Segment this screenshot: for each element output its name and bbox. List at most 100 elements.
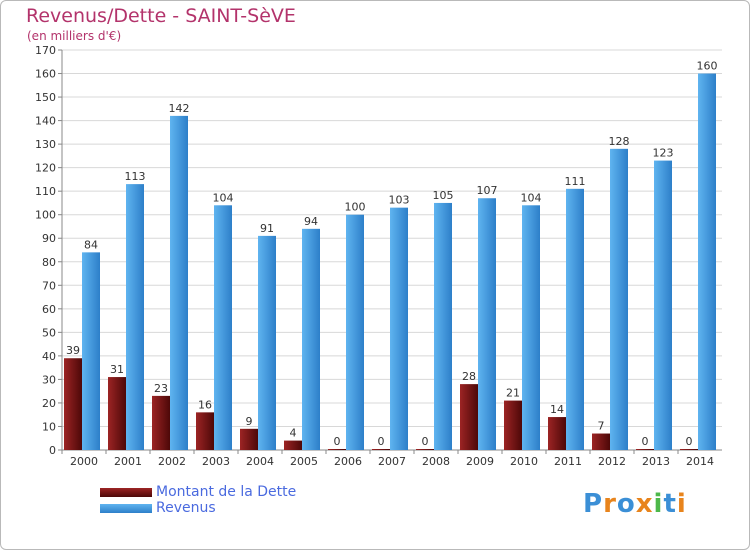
x-tick-label: 2001: [114, 455, 142, 468]
proxiti-logo: Proxiti: [583, 489, 687, 519]
y-tick-label: 0: [49, 444, 56, 457]
data-label-debt: 16: [198, 398, 212, 411]
bar-debt: [328, 449, 346, 450]
bar-revenue: [566, 188, 584, 450]
data-label-debt: 0: [642, 435, 649, 448]
x-tick-label: 2005: [290, 455, 318, 468]
data-label-revenue: 107: [477, 184, 498, 197]
bar-debt: [416, 449, 434, 450]
data-label-revenue: 104: [521, 191, 542, 204]
data-label-revenue: 105: [433, 189, 454, 202]
data-label-revenue: 104: [213, 191, 234, 204]
bar-debt: [504, 400, 522, 450]
data-label-revenue: 100: [345, 201, 366, 214]
bar-revenue: [302, 228, 320, 450]
bar-revenue: [390, 207, 408, 450]
data-label-debt: 14: [550, 403, 564, 416]
data-label-revenue: 142: [169, 102, 190, 115]
x-tick-label: 2014: [686, 455, 714, 468]
data-label-debt: 21: [506, 387, 520, 400]
x-tick-label: 2010: [510, 455, 538, 468]
data-label-debt: 39: [66, 344, 80, 357]
x-tick-label: 2013: [642, 455, 670, 468]
data-label-revenue: 84: [84, 238, 98, 251]
bar-debt: [592, 433, 610, 450]
data-label-revenue: 111: [565, 175, 586, 188]
logo-letter: i: [676, 489, 687, 519]
logo-letter: t: [663, 489, 677, 519]
bar-revenue: [654, 160, 672, 450]
bar-revenue: [478, 198, 496, 450]
x-tick-label: 2011: [554, 455, 582, 468]
legend-swatch-debt: [100, 488, 152, 497]
bar-revenue: [346, 214, 364, 450]
y-tick-label: 150: [35, 91, 56, 104]
bar-revenue: [434, 202, 452, 450]
y-tick-label: 170: [35, 44, 56, 57]
y-tick-label: 20: [42, 397, 56, 410]
bar-debt: [548, 417, 566, 450]
data-label-debt: 0: [378, 435, 385, 448]
data-label-revenue: 94: [304, 215, 318, 228]
y-tick-label: 80: [42, 256, 56, 269]
logo-letter: r: [603, 489, 617, 519]
bar-revenue: [522, 205, 540, 450]
bar-debt: [636, 449, 654, 450]
logo-letter: P: [583, 489, 604, 519]
bar-revenue: [610, 148, 628, 450]
data-label-debt: 28: [462, 370, 476, 383]
y-tick-label: 100: [35, 209, 56, 222]
data-label-debt: 0: [686, 435, 693, 448]
data-label-debt: 9: [246, 415, 253, 428]
bar-debt: [152, 395, 170, 450]
data-label-debt: 31: [110, 363, 124, 376]
x-tick-label: 2012: [598, 455, 626, 468]
data-label-revenue: 123: [653, 147, 674, 160]
x-tick-label: 2007: [378, 455, 406, 468]
legend-label-debt: Montant de la Dette: [156, 484, 297, 500]
y-tick-label: 160: [35, 68, 56, 81]
y-tick-label: 40: [42, 350, 56, 363]
legend-swatch-revenue: [100, 504, 152, 513]
y-tick-label: 140: [35, 115, 56, 128]
data-label-debt: 7: [598, 420, 605, 433]
bar-revenue: [258, 235, 276, 450]
y-tick-label: 50: [42, 326, 56, 339]
y-tick-label: 120: [35, 162, 56, 175]
bar-debt: [460, 384, 478, 450]
x-tick-label: 2008: [422, 455, 450, 468]
data-label-debt: 23: [154, 382, 168, 395]
bar-debt: [108, 377, 126, 450]
logo-letter: i: [653, 489, 664, 519]
bar-debt: [284, 440, 302, 450]
chart-subtitle: (en milliers d'€): [27, 29, 122, 43]
bar-debt: [64, 358, 82, 450]
y-tick-label: 90: [42, 232, 56, 245]
x-tick-label: 2006: [334, 455, 362, 468]
data-label-debt: 0: [422, 435, 429, 448]
data-label-revenue: 91: [260, 222, 274, 235]
x-tick-label: 2002: [158, 455, 186, 468]
bar-debt: [680, 449, 698, 450]
bar-revenue: [698, 73, 716, 450]
chart-title: Revenus/Dette - SAINT-SèVE: [26, 5, 296, 27]
data-label-revenue: 128: [609, 135, 630, 148]
bar-revenue: [214, 205, 232, 450]
bar-debt: [372, 449, 390, 450]
data-label-revenue: 160: [697, 60, 718, 73]
data-label-debt: 4: [290, 427, 297, 440]
bar-revenue: [126, 184, 144, 450]
logo-letter: o: [616, 489, 636, 519]
x-tick-label: 2009: [466, 455, 494, 468]
y-tick-label: 70: [42, 279, 56, 292]
data-label-revenue: 113: [125, 170, 146, 183]
y-tick-label: 60: [42, 303, 56, 316]
data-label-revenue: 103: [389, 194, 410, 207]
y-tick-label: 130: [35, 138, 56, 151]
y-tick-label: 30: [42, 373, 56, 386]
y-tick-label: 110: [35, 185, 56, 198]
y-tick-label: 10: [42, 420, 56, 433]
bar-debt: [240, 428, 258, 450]
x-tick-label: 2000: [70, 455, 98, 468]
x-tick-label: 2004: [246, 455, 274, 468]
